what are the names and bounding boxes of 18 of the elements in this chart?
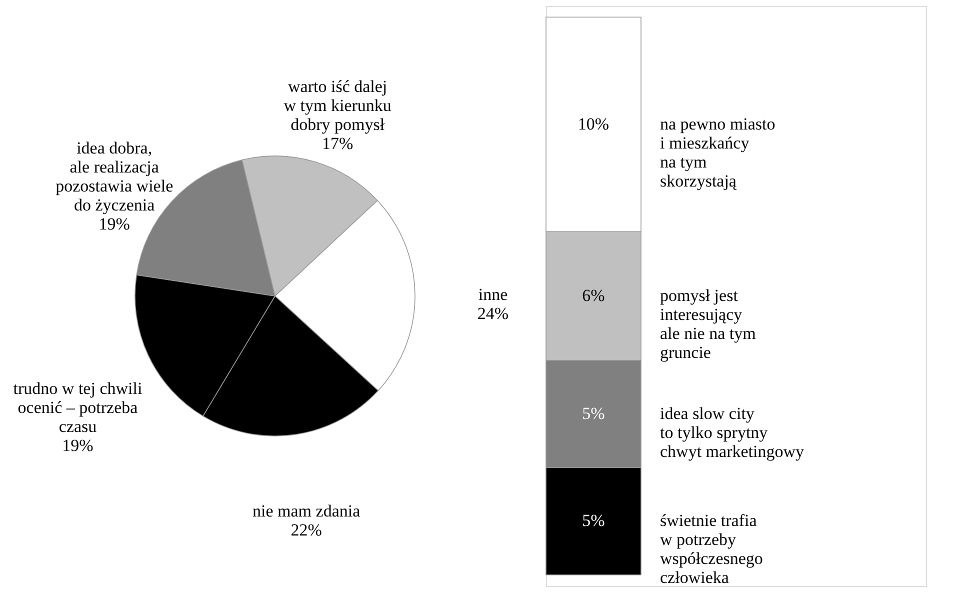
series-label: idea slow city to tylko sprytny chwyt marketingowy	[660, 404, 804, 461]
slice-label: nie mam zdania	[252, 502, 361, 521]
series-label: świetnie trafia w potrzeby współczesnego człowieka	[660, 511, 763, 588]
data-label: 10%	[578, 114, 610, 134]
series-label: pomysł jest interesujący ale nie na tym gruncie	[660, 286, 756, 362]
slice-label: trudno w tej chwili ocenić – potrzeba czasu	[13, 378, 142, 436]
data-label: 5%	[582, 511, 605, 530]
slice-label: warto iść dalej w tym kierunku dobry pomysł	[284, 77, 392, 134]
slice-label: inne	[478, 285, 508, 304]
slice-label: idea dobra, ale realizacja pozostawia wiele do życzenia	[56, 138, 174, 215]
data-label: 22%	[290, 520, 322, 540]
series-label: na pewno miasto i mieszkańcy na tym skorzystają	[660, 114, 776, 190]
data-label: 19%	[62, 436, 94, 455]
data-label: 6%	[582, 286, 605, 305]
data-label: 19%	[98, 214, 130, 234]
data-label: 24%	[477, 304, 509, 324]
data-label: 5%	[582, 404, 605, 423]
data-label: 17%	[322, 134, 354, 154]
